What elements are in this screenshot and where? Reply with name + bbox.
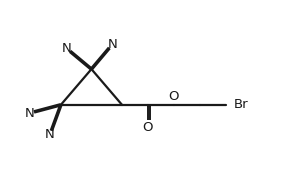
Text: N: N <box>45 128 55 141</box>
Text: N: N <box>25 107 34 120</box>
Text: O: O <box>168 90 179 103</box>
Text: Br: Br <box>233 98 248 111</box>
Text: N: N <box>107 38 117 51</box>
Text: O: O <box>143 121 153 134</box>
Text: N: N <box>62 42 71 55</box>
